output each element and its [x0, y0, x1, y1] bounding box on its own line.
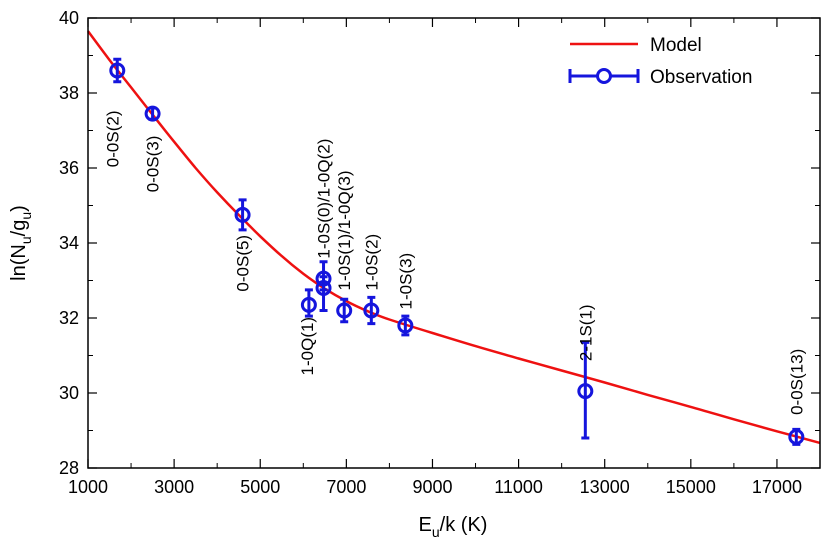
x-tick-label: 15000 — [666, 477, 716, 497]
y-tick-label: 34 — [59, 233, 79, 253]
legend-entry: Observation — [568, 67, 752, 88]
observation-point — [315, 275, 332, 312]
observation-marker — [397, 317, 414, 334]
line-annotation: 1-0Q(1) — [298, 317, 317, 376]
x-axis-title: Eu/k (K) — [419, 514, 488, 540]
y-tick-label: 32 — [59, 308, 79, 328]
annotation-layer: 0-0S(2) 0-0S(3) 0-0S(5) 1-0Q(1) 1-0S(0)/1-0Q… — [103, 111, 806, 415]
axes-layer: 1000 3000 5000 7000 9000 11000 13000 15000 17000… — [59, 8, 821, 497]
observation-point — [788, 427, 805, 446]
observation-marker — [144, 105, 161, 122]
observation-marker — [788, 428, 805, 445]
line-annotation: 1-0S(1)/1-0Q(3) — [335, 171, 354, 291]
observation-point — [144, 105, 161, 122]
observation-marker — [336, 302, 353, 319]
y-axis-title-sub2: u — [18, 212, 34, 220]
observation-point — [577, 340, 594, 440]
model-curve — [86, 30, 821, 445]
observation-layer — [109, 57, 805, 446]
x-tick-label: 1000 — [68, 477, 108, 497]
legend-entry: Model — [570, 35, 702, 56]
observation-point — [234, 198, 251, 232]
x-tick-label: 11000 — [494, 477, 543, 497]
x-axis-title-main: E — [419, 514, 432, 536]
x-tick-label: 17000 — [752, 477, 802, 497]
line-annotation: 0-0S(3) — [144, 136, 163, 193]
legend-swatch-marker — [596, 68, 612, 84]
model-curve-layer — [86, 30, 821, 445]
line-annotation: 0-0S(2) — [103, 111, 122, 168]
y-tick-label: 36 — [59, 158, 79, 178]
legend: Model Observation — [568, 35, 752, 88]
observation-marker — [300, 296, 317, 313]
observation-marker — [315, 280, 332, 296]
observation-point — [363, 295, 380, 326]
observation-point — [300, 288, 317, 318]
y-tick-label: 40 — [59, 8, 79, 28]
x-tick-label: 3000 — [154, 477, 194, 497]
observation-point — [109, 57, 126, 84]
legend-label: Model — [650, 35, 702, 56]
y-tick-label: 28 — [59, 458, 79, 478]
observation-marker — [109, 62, 126, 79]
y-axis-title: ln(Nu/gu) — [8, 205, 34, 281]
x-tick-label: 7000 — [326, 477, 366, 497]
observation-marker — [577, 383, 594, 400]
y-tick-label: 30 — [59, 383, 79, 403]
line-annotation: 2-1S(1) — [576, 304, 595, 361]
x-tick-label: 9000 — [412, 477, 452, 497]
x-axis-title-sub: u — [432, 524, 440, 540]
line-annotation: 1-0S(3) — [396, 253, 415, 310]
y-tick-label: 38 — [59, 83, 79, 103]
x-tick-label: 13000 — [580, 477, 630, 497]
y-axis-title-pre: ln(N — [8, 244, 30, 281]
y-axis-title-post: ) — [8, 205, 30, 212]
observation-point — [397, 314, 414, 337]
line-annotation: 0-0S(5) — [234, 235, 253, 292]
x-axis-title-rest: /k (K) — [440, 514, 488, 536]
line-annotation: 1-0S(0)/1-0Q(2) — [315, 139, 334, 259]
legend-label: Observation — [650, 67, 752, 88]
x-tick-label: 5000 — [240, 477, 280, 497]
y-axis-title-sub1: u — [18, 236, 34, 244]
line-annotation: 1-0S(2) — [362, 234, 381, 291]
line-annotation: 0-0S(13) — [787, 349, 806, 415]
observation-point — [336, 297, 353, 324]
observation-marker — [363, 302, 380, 319]
observation-marker — [234, 206, 251, 223]
y-axis-title-mid: /g — [8, 220, 30, 237]
